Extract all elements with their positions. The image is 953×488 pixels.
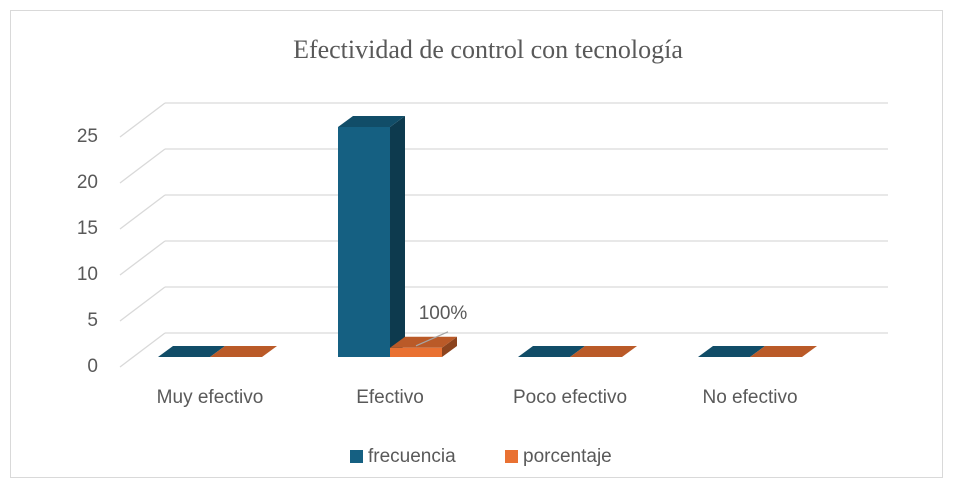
y-tick-label: 15 bbox=[77, 218, 98, 239]
bar-side bbox=[442, 336, 457, 357]
y-tick-label: 25 bbox=[77, 126, 98, 147]
legend-swatch bbox=[350, 450, 363, 463]
grid-side-line bbox=[119, 332, 166, 368]
bar bbox=[158, 346, 225, 357]
bar-top bbox=[518, 346, 585, 357]
chart-frame bbox=[10, 10, 943, 478]
bar bbox=[338, 116, 405, 357]
grid-side-line bbox=[119, 240, 166, 276]
bar bbox=[698, 346, 765, 357]
y-tick-label: 0 bbox=[87, 356, 98, 377]
grid-side-line bbox=[119, 102, 166, 138]
bar bbox=[210, 346, 277, 357]
bar-top bbox=[210, 346, 277, 357]
bar-top bbox=[158, 346, 225, 357]
grid-side-line bbox=[119, 194, 166, 230]
y-tick-label: 5 bbox=[87, 310, 98, 331]
y-tick-label: 10 bbox=[77, 264, 98, 285]
bar-top bbox=[750, 346, 817, 357]
legend-label: porcentaje bbox=[523, 446, 612, 467]
chart-title: Efectividad de control con tecnología bbox=[293, 35, 683, 64]
grid-side-line bbox=[119, 148, 166, 184]
x-tick-label: Muy efectivo bbox=[157, 387, 264, 408]
y-tick-label: 20 bbox=[77, 172, 98, 193]
bar bbox=[750, 346, 817, 357]
bar-top bbox=[338, 116, 405, 127]
grid-side-line bbox=[119, 286, 166, 322]
bar-front bbox=[390, 347, 442, 357]
x-tick-label: Efectivo bbox=[356, 387, 424, 408]
bar bbox=[518, 346, 585, 357]
bar bbox=[570, 346, 637, 357]
legend-label: frecuencia bbox=[368, 446, 456, 467]
bar-front bbox=[338, 127, 390, 357]
legend-swatch bbox=[505, 450, 518, 463]
bar-side bbox=[390, 116, 405, 357]
x-tick-label: No efectivo bbox=[702, 387, 797, 408]
x-tick-label: Poco efectivo bbox=[513, 387, 627, 408]
bar-top bbox=[570, 346, 637, 357]
leader-line bbox=[415, 331, 449, 347]
bar-top bbox=[698, 346, 765, 357]
data-label: 100% bbox=[419, 303, 468, 324]
